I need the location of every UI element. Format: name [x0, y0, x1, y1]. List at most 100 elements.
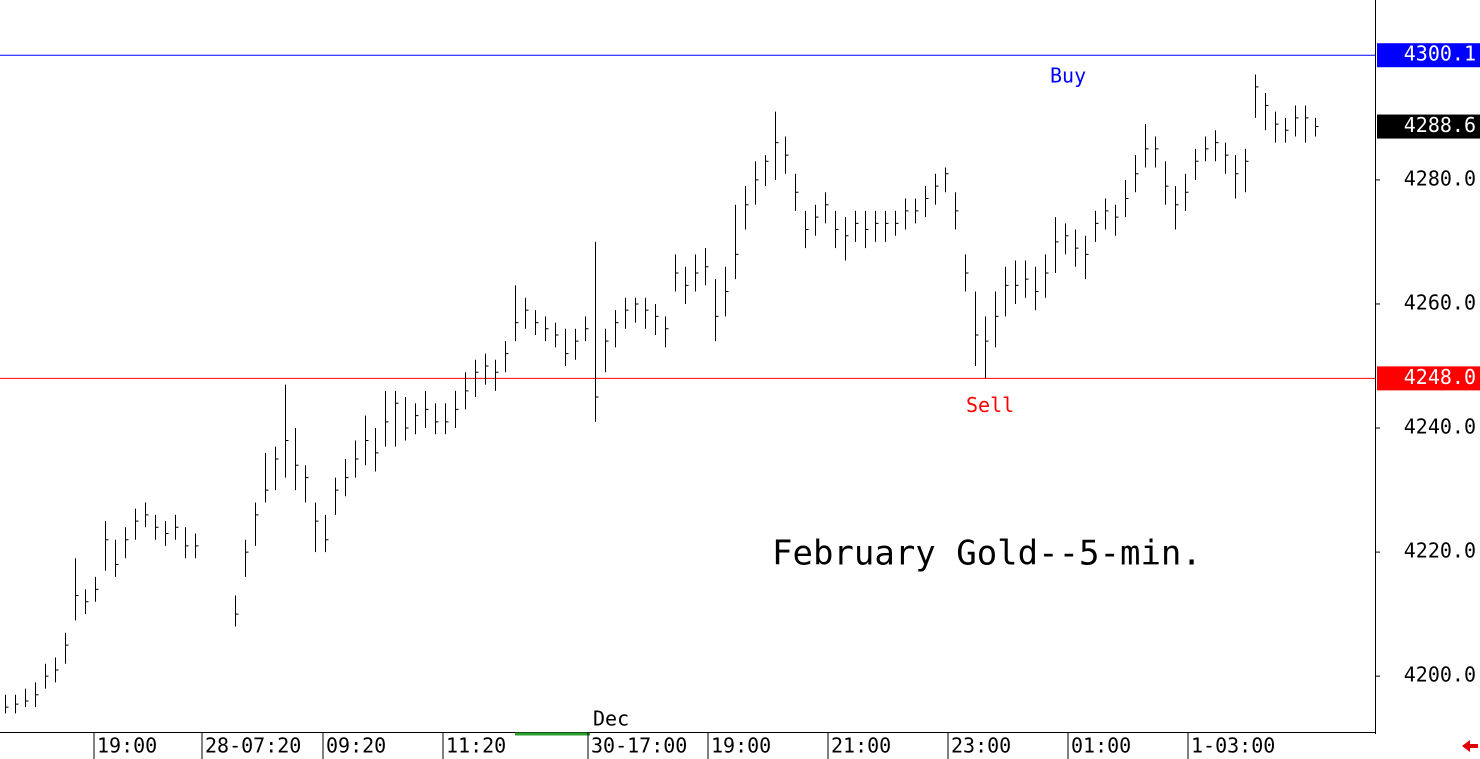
price-bar: [1055, 217, 1059, 273]
price-bar: [795, 173, 799, 211]
price-bar: [1095, 210, 1099, 242]
price-bar: [765, 155, 769, 187]
price-bar: [505, 341, 509, 373]
price-bar: [545, 316, 549, 342]
price-bar: [935, 173, 939, 205]
price-bar: [345, 459, 349, 497]
price-bar: [195, 533, 199, 559]
price-bar: [5, 694, 9, 714]
last-price-box: [1377, 114, 1480, 139]
price-bar: [595, 241, 599, 422]
price-bar: [755, 161, 759, 205]
y-tick-label: 4200.0: [1404, 663, 1476, 687]
price-bar: [575, 328, 579, 360]
price-bar: [395, 390, 399, 447]
price-bar: [1045, 254, 1049, 298]
price-bar: [125, 527, 129, 559]
buy-annotation: Buy: [1050, 64, 1086, 88]
price-bar: [955, 192, 959, 230]
price-bar: [825, 192, 829, 224]
price-bar: [725, 266, 729, 317]
price-bar: [1185, 173, 1189, 211]
price-bar: [1245, 148, 1249, 193]
x-tick-label: 09:20: [326, 734, 386, 758]
price-bar: [895, 210, 899, 236]
price-bar: [415, 403, 419, 435]
price-bar: [135, 508, 139, 540]
price-bar: [1215, 130, 1219, 162]
price-bar: [655, 303, 659, 335]
price-bar: [705, 248, 709, 286]
price-bar: [855, 210, 859, 242]
price-bar: [405, 397, 409, 441]
price-bar: [445, 403, 449, 435]
price-bar: [885, 210, 889, 242]
price-bar: [805, 210, 809, 249]
price-bar: [1235, 155, 1239, 199]
price-bar: [1025, 260, 1029, 298]
price-bar: [865, 210, 869, 249]
price-bar: [375, 428, 379, 472]
price-bar: [15, 694, 19, 714]
price-bar: [115, 539, 119, 577]
price-bar: [365, 415, 369, 466]
price-bar: [605, 328, 609, 373]
price-bar: [75, 558, 79, 621]
price-bar: [585, 316, 589, 342]
y-tick-label: 4240.0: [1404, 415, 1476, 439]
price-bar: [845, 217, 849, 261]
price-bar: [1075, 229, 1079, 267]
price-bar: [45, 663, 49, 689]
price-bar: [185, 527, 189, 559]
price-bar: [425, 390, 429, 429]
price-bar: [1115, 204, 1119, 236]
price-bar: [525, 297, 529, 329]
price-bar: [325, 514, 329, 553]
price-label-box: [1377, 366, 1480, 391]
price-bar: [685, 266, 689, 304]
price-bar: [635, 297, 639, 323]
price-bar: [175, 514, 179, 540]
price-bar: [1275, 111, 1279, 143]
price-bar: [835, 210, 839, 249]
scroll-arrow[interactable]: [1462, 740, 1478, 752]
price-bar: [55, 657, 59, 683]
price-bar: [315, 502, 319, 553]
price-bar: [275, 446, 279, 491]
price-bar: [1255, 74, 1259, 118]
price-bar: [1135, 155, 1139, 193]
price-bar: [285, 384, 289, 478]
price-bar: [475, 359, 479, 398]
price-bar: [985, 316, 989, 379]
price-bar: [745, 186, 749, 230]
price-bar: [675, 254, 679, 292]
price-bar: [1195, 148, 1199, 180]
price-bar: [875, 210, 879, 242]
price-bar: [165, 521, 169, 546]
price-bar: [915, 198, 919, 224]
price-bar: [295, 428, 299, 491]
price-bar: [385, 390, 389, 447]
price-bar: [555, 322, 559, 348]
price-bar: [1155, 136, 1159, 168]
price-bar: [145, 502, 149, 528]
sell-annotation: Sell: [966, 393, 1014, 417]
price-bar: [455, 390, 459, 429]
price-bar: [905, 198, 909, 230]
last-price-label: 4288.6: [1404, 113, 1476, 137]
x-tick-label: 19:00: [97, 734, 157, 758]
price-bar: [85, 589, 89, 615]
price-bar: [435, 403, 439, 435]
price-bar: [615, 310, 619, 348]
price-bar: [245, 539, 249, 577]
reference-price-label: 4248.0: [1404, 365, 1476, 389]
x-tick-label: 01:00: [1071, 734, 1131, 758]
price-bar: [355, 440, 359, 478]
price-bar: [1035, 266, 1039, 311]
price-bar: [1105, 198, 1109, 230]
price-bar: [465, 372, 469, 410]
x-tick-label: 30-17:00: [591, 734, 687, 758]
price-bar: [335, 477, 339, 515]
price-bar: [625, 297, 629, 329]
price-bar: [1065, 223, 1069, 255]
